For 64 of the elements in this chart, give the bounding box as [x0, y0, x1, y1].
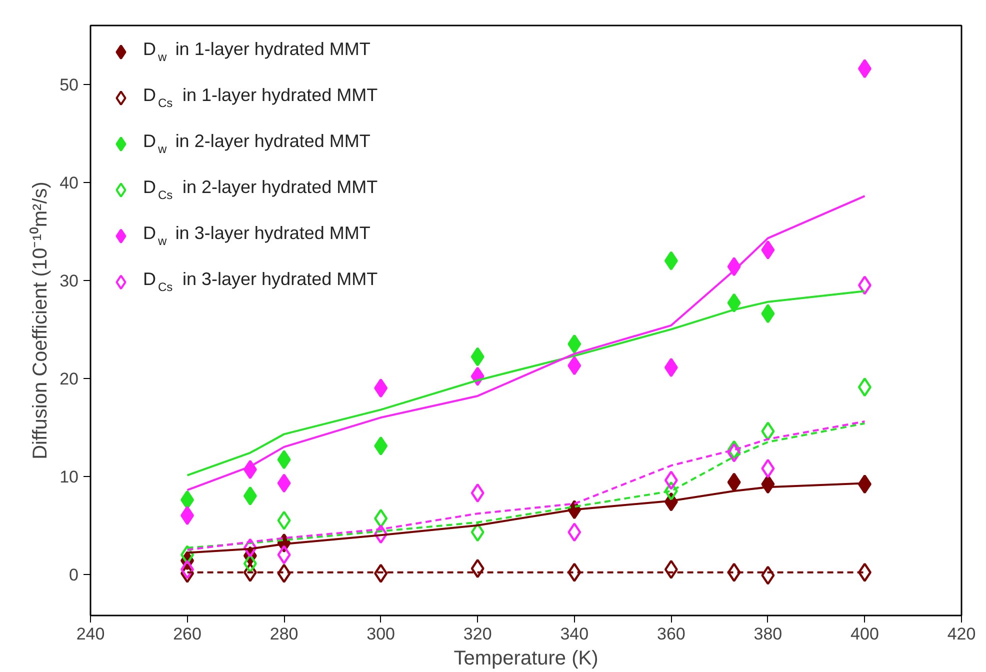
point — [761, 240, 775, 260]
point — [470, 522, 484, 542]
y-axis-title: Diffusion Coefficient (10⁻¹⁰m²/s) — [28, 182, 52, 460]
point — [858, 59, 872, 78]
point — [858, 474, 872, 494]
point — [568, 334, 582, 354]
point — [277, 545, 291, 564]
point — [243, 562, 257, 582]
y-tick-label: 40 — [60, 173, 79, 192]
point — [374, 508, 388, 528]
point — [374, 564, 388, 583]
point — [277, 564, 291, 583]
point — [761, 422, 775, 441]
point — [858, 562, 872, 582]
point — [243, 486, 257, 506]
point — [858, 378, 872, 397]
point — [470, 347, 484, 366]
x-tick-label: 280 — [270, 624, 298, 644]
point — [664, 358, 678, 378]
x-tick-label: 300 — [366, 624, 396, 644]
point — [664, 481, 678, 501]
y-tick-label: 50 — [60, 75, 79, 94]
point — [277, 450, 291, 470]
point — [761, 566, 775, 585]
y-tick-label: 20 — [60, 369, 79, 388]
x-tick-label: 400 — [850, 624, 879, 644]
point — [180, 506, 194, 526]
point — [374, 524, 388, 544]
point — [727, 443, 741, 462]
point — [374, 436, 388, 456]
point — [761, 304, 775, 324]
point — [180, 545, 194, 564]
point — [243, 538, 257, 558]
point — [858, 276, 872, 295]
point — [727, 472, 741, 492]
point — [664, 470, 678, 490]
point — [761, 458, 775, 478]
point — [664, 560, 678, 580]
x-tick-label: 380 — [754, 624, 782, 644]
point — [277, 474, 291, 493]
point — [727, 562, 741, 582]
point — [727, 440, 741, 460]
point — [470, 483, 484, 503]
point — [568, 522, 582, 542]
point — [664, 251, 678, 270]
x-tick-label: 260 — [173, 624, 202, 644]
point — [277, 510, 291, 530]
point — [374, 378, 388, 398]
x-tick-label: 420 — [947, 624, 976, 644]
point — [180, 560, 194, 580]
point — [568, 562, 582, 582]
point — [568, 356, 582, 376]
x-tick-label: 320 — [463, 624, 492, 644]
point — [243, 554, 257, 574]
point — [727, 293, 741, 312]
x-tick-label: 240 — [76, 624, 105, 644]
y-tick-label: 30 — [60, 271, 79, 290]
y-tick-label: 0 — [69, 565, 79, 584]
x-tick-label: 360 — [656, 624, 686, 644]
x-axis-title: Temperature (K) — [454, 648, 598, 670]
point — [470, 558, 484, 578]
x-tick-label: 340 — [560, 624, 589, 644]
y-tick-label: 10 — [60, 467, 79, 486]
point — [180, 490, 194, 510]
